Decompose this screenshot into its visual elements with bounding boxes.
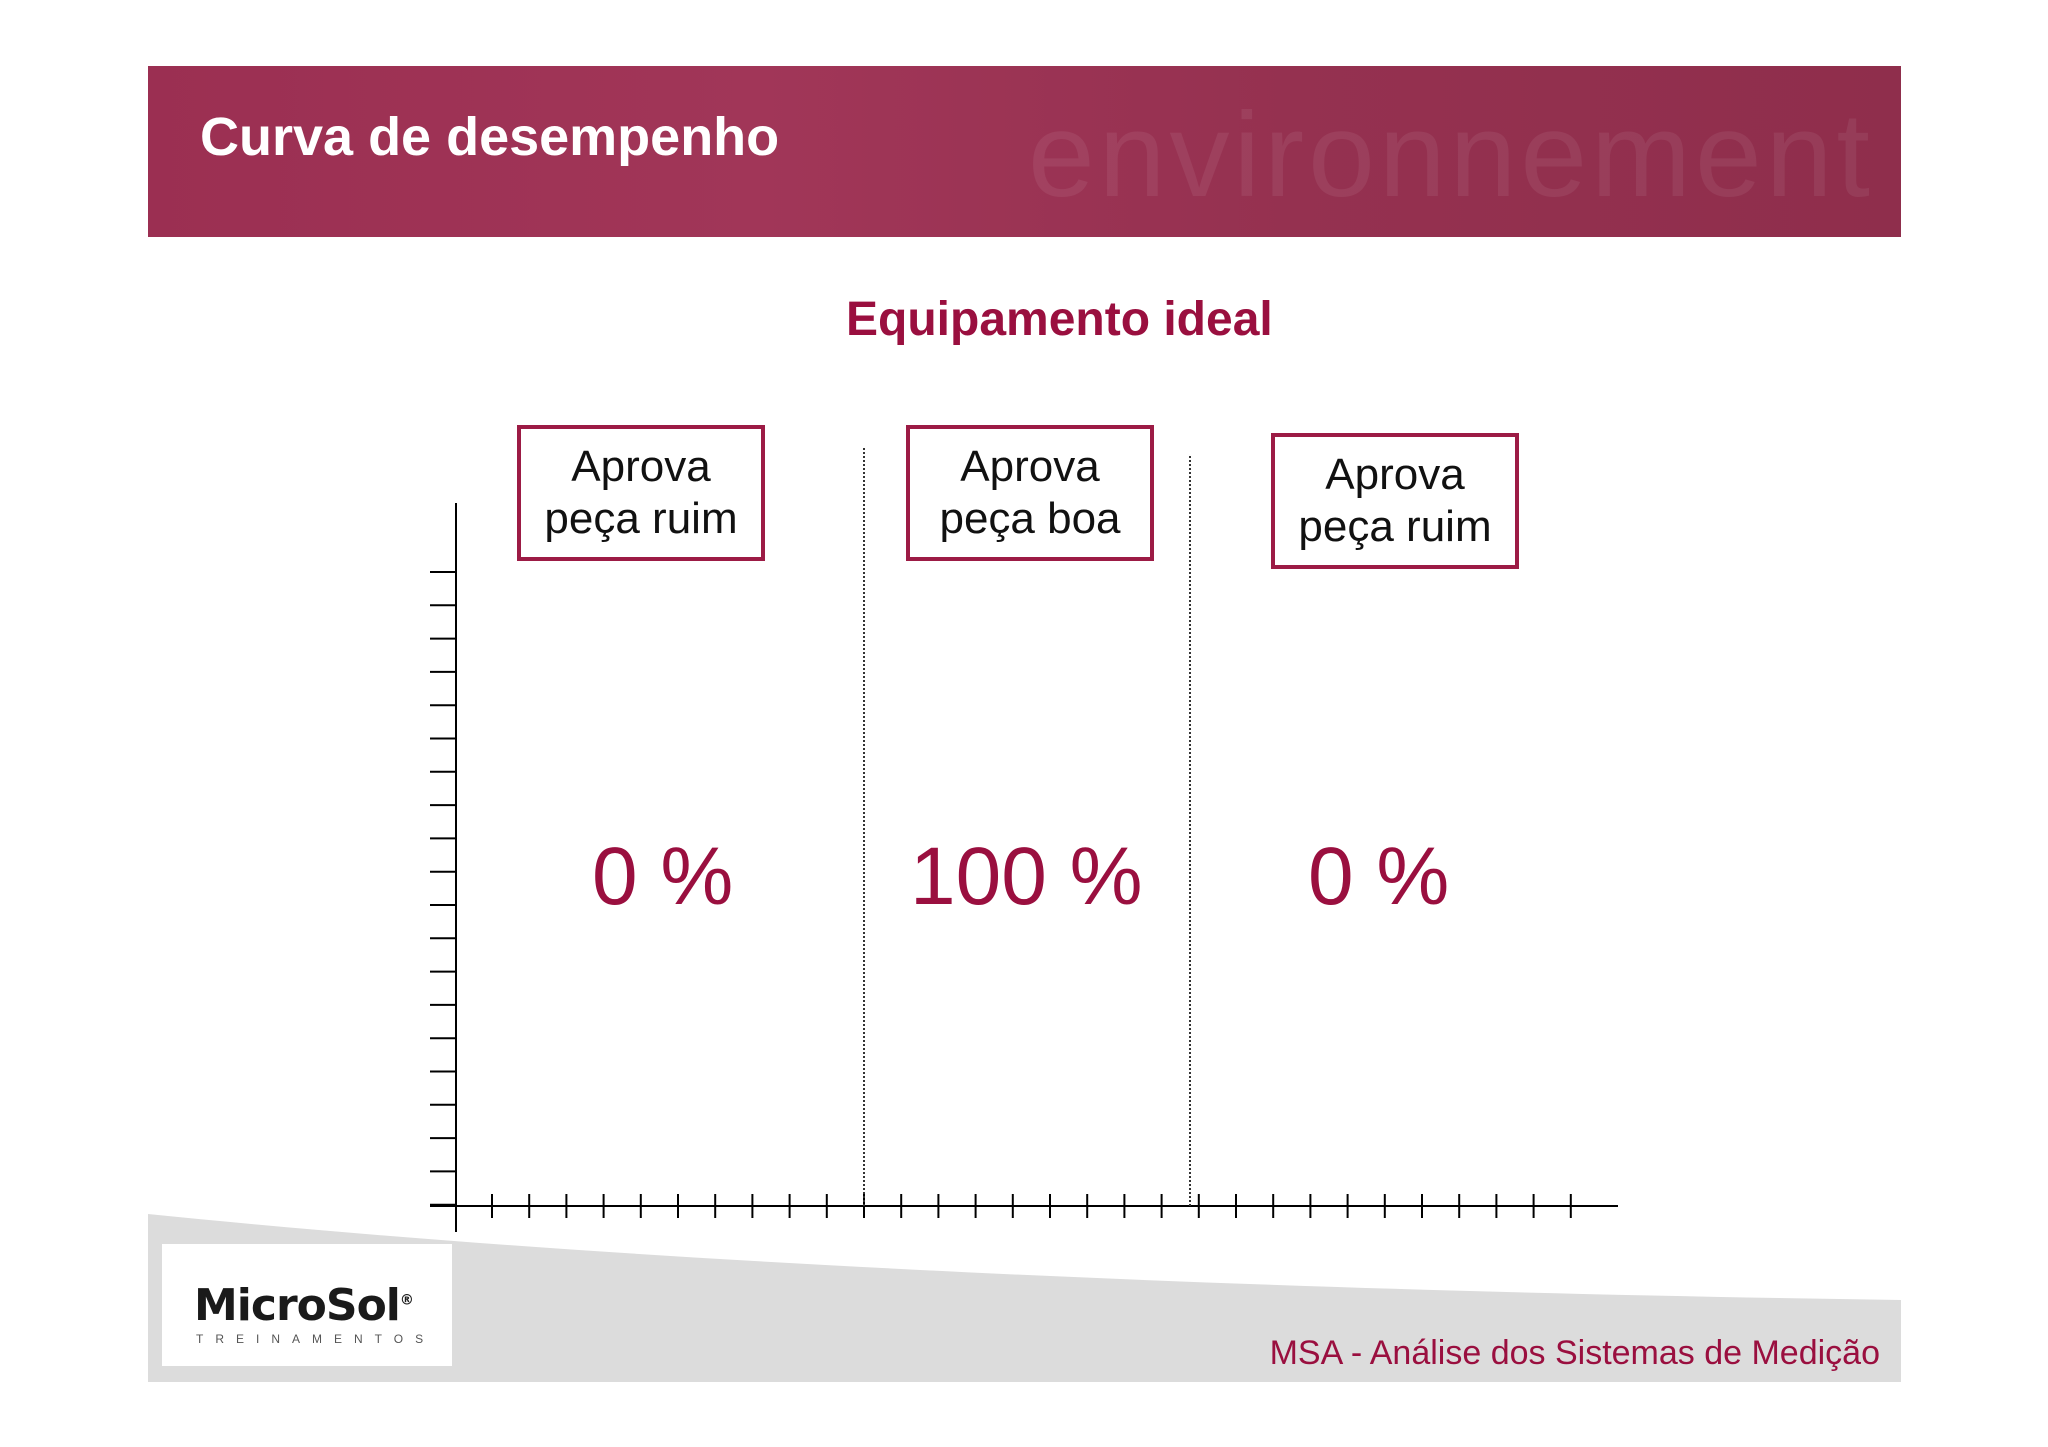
- header-watermark: environnement: [1028, 88, 1874, 222]
- zone-box-left: Aprova peça ruim: [517, 425, 765, 561]
- zone-box-right: Aprova peça ruim: [1271, 433, 1519, 569]
- y-axis-ticks: [430, 571, 456, 1206]
- logo-subtitle: TREINAMENTOS: [196, 1332, 436, 1346]
- header-band: environnement Curva de desempenho: [148, 66, 1901, 237]
- zone-box-middle-line2: peça boa: [939, 494, 1121, 543]
- zone-box-right-line1: Aprova: [1325, 450, 1465, 499]
- footer-caption: MSA - Análise dos Sistemas de Medição: [1269, 1334, 1880, 1372]
- x-axis-ticks: [491, 1194, 1572, 1218]
- logo-wordmark: MicroSol®: [194, 1280, 414, 1331]
- zone-box-middle-line1: Aprova: [960, 442, 1100, 491]
- zone-middle-percentage: 100 %: [910, 831, 1143, 922]
- zone-box-left-line2: peça ruim: [544, 494, 738, 543]
- logo-registered-mark: ®: [399, 1292, 414, 1309]
- zone-box-left-line1: Aprova: [571, 442, 711, 491]
- zone-box-middle: Aprova peça boa: [906, 425, 1154, 561]
- diagram-subtitle: Equipamento ideal: [846, 293, 1273, 346]
- footer-swoosh: [148, 1214, 1901, 1382]
- zone-box-right-line2: peça ruim: [1298, 502, 1492, 551]
- page-title: Curva de desempenho: [200, 107, 780, 167]
- zone-right-percentage: 0 %: [1308, 831, 1450, 922]
- zone-left-percentage: 0 %: [592, 831, 734, 922]
- company-logo: MicroSol® TREINAMENTOS: [162, 1244, 452, 1366]
